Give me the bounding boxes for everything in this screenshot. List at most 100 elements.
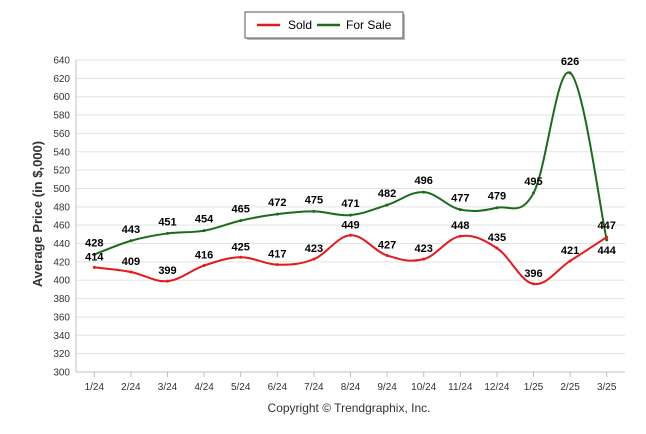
data-label-sold: 435 bbox=[488, 232, 506, 244]
y-tick-label: 380 bbox=[53, 294, 70, 305]
data-label-for-sale: 471 bbox=[341, 198, 359, 210]
data-point-sold[interactable] bbox=[275, 263, 279, 267]
data-point-sold[interactable] bbox=[166, 279, 169, 283]
data-label-sold: 423 bbox=[305, 243, 323, 255]
data-label-for-sale: 443 bbox=[122, 224, 140, 236]
y-tick-label: 460 bbox=[53, 221, 70, 232]
data-point-sold[interactable] bbox=[349, 233, 352, 237]
data-point-sold[interactable] bbox=[312, 257, 316, 261]
data-point-for-sale[interactable] bbox=[458, 208, 462, 212]
data-label-sold: 409 bbox=[122, 256, 140, 268]
data-point-sold[interactable] bbox=[458, 234, 462, 238]
data-label-sold: 427 bbox=[378, 239, 396, 251]
data-label-for-sale: 428 bbox=[85, 238, 103, 250]
data-point-sold[interactable] bbox=[385, 253, 389, 257]
data-point-sold[interactable] bbox=[92, 265, 96, 269]
data-point-for-sale[interactable] bbox=[422, 190, 426, 194]
data-point-for-sale[interactable] bbox=[385, 203, 389, 207]
y-tick-label: 440 bbox=[53, 239, 70, 250]
data-point-for-sale[interactable] bbox=[568, 71, 572, 75]
data-label-for-sale: 454 bbox=[195, 214, 214, 226]
data-label-for-sale: 444 bbox=[598, 245, 617, 257]
data-label-for-sale: 495 bbox=[524, 176, 542, 188]
x-tick-label: 1/24 bbox=[85, 382, 105, 393]
data-point-for-sale[interactable] bbox=[239, 219, 243, 223]
copyright-credit: Copyright © Trendgraphix, Inc. bbox=[268, 401, 431, 415]
x-tick-label: 2/25 bbox=[560, 382, 580, 393]
data-point-for-sale[interactable] bbox=[166, 231, 169, 235]
data-point-for-sale[interactable] bbox=[202, 229, 206, 233]
data-point-for-sale[interactable] bbox=[605, 238, 609, 242]
data-point-sold[interactable] bbox=[605, 235, 609, 239]
data-labels: 414 409 399 416 425 417 423 449 427 423 448 435 396 4… bbox=[85, 56, 617, 280]
data-label-for-sale: 451 bbox=[158, 216, 176, 228]
x-tick-label: 3/25 bbox=[597, 382, 617, 393]
data-point-sold[interactable] bbox=[422, 257, 426, 261]
data-label-for-sale: 482 bbox=[378, 188, 396, 200]
data-label-for-sale: 477 bbox=[451, 193, 469, 205]
data-point-for-sale[interactable] bbox=[495, 206, 499, 210]
data-point-sold[interactable] bbox=[129, 270, 133, 274]
y-tick-label: 400 bbox=[53, 276, 70, 287]
x-tick-label: 12/24 bbox=[484, 382, 509, 393]
data-point-for-sale[interactable] bbox=[275, 212, 279, 216]
data-point-sold[interactable] bbox=[239, 255, 243, 259]
series-line-for-sale[interactable] bbox=[93, 71, 608, 256]
y-tick-label: 480 bbox=[53, 202, 70, 213]
x-tick-label: 5/24 bbox=[231, 382, 251, 393]
data-point-for-sale[interactable] bbox=[532, 191, 535, 195]
x-tick-label: 1/25 bbox=[524, 382, 544, 393]
data-label-sold: 421 bbox=[561, 245, 579, 257]
data-point-sold[interactable] bbox=[532, 282, 535, 286]
data-label-sold: 396 bbox=[524, 268, 542, 280]
data-label-sold: 414 bbox=[85, 251, 104, 263]
data-label-sold: 425 bbox=[232, 241, 250, 253]
y-tick-label: 600 bbox=[53, 92, 70, 103]
y-tick-label: 340 bbox=[53, 331, 70, 342]
data-label-sold: 449 bbox=[341, 219, 359, 231]
data-label-for-sale: 479 bbox=[488, 191, 506, 203]
data-label-for-sale: 626 bbox=[561, 56, 579, 68]
data-label-sold: 399 bbox=[158, 265, 176, 277]
y-tick-label: 420 bbox=[53, 257, 70, 268]
data-label-sold: 417 bbox=[268, 249, 286, 261]
x-tick-label: 8/24 bbox=[341, 382, 361, 393]
data-point-for-sale[interactable] bbox=[129, 239, 133, 243]
data-label-sold: 423 bbox=[415, 243, 433, 255]
y-tick-label: 500 bbox=[53, 184, 70, 195]
y-tick-label: 320 bbox=[53, 349, 70, 360]
data-point-for-sale[interactable] bbox=[349, 213, 352, 217]
y-tick-label: 560 bbox=[53, 129, 70, 140]
data-point-sold[interactable] bbox=[568, 259, 572, 263]
data-point-for-sale[interactable] bbox=[312, 209, 316, 213]
x-tick-label: 10/24 bbox=[411, 382, 436, 393]
y-tick-label: 580 bbox=[53, 111, 70, 122]
data-label-for-sale: 475 bbox=[305, 194, 323, 206]
x-tick-label: 7/24 bbox=[304, 382, 324, 393]
series-lines bbox=[92, 71, 609, 286]
data-point-for-sale[interactable] bbox=[92, 253, 96, 257]
y-tick-label: 300 bbox=[53, 368, 70, 379]
x-tick-label: 11/24 bbox=[448, 382, 473, 393]
data-point-sold[interactable] bbox=[495, 246, 499, 250]
data-label-for-sale: 496 bbox=[415, 175, 433, 187]
legend-sold-label: Sold bbox=[288, 18, 312, 32]
x-tick-label: 6/24 bbox=[268, 382, 288, 393]
legend[interactable]: Sold For Sale bbox=[244, 11, 405, 40]
x-tick-label: 3/24 bbox=[158, 382, 178, 393]
y-tick-label: 620 bbox=[53, 74, 70, 85]
y-tick-label: 540 bbox=[53, 147, 70, 158]
legend-forsale-label: For Sale bbox=[346, 18, 392, 32]
y-tick-label: 520 bbox=[53, 166, 70, 177]
x-tick-label: 9/24 bbox=[377, 382, 397, 393]
data-point-sold[interactable] bbox=[202, 264, 206, 268]
data-label-sold: 448 bbox=[451, 220, 469, 232]
x-tick-label: 4/24 bbox=[194, 382, 214, 393]
y-tick-label: 640 bbox=[53, 56, 70, 67]
y-tick-label: 360 bbox=[53, 312, 70, 323]
data-label-sold: 447 bbox=[598, 220, 616, 232]
x-tick-label: 2/24 bbox=[121, 382, 141, 393]
data-label-for-sale: 472 bbox=[268, 197, 286, 209]
